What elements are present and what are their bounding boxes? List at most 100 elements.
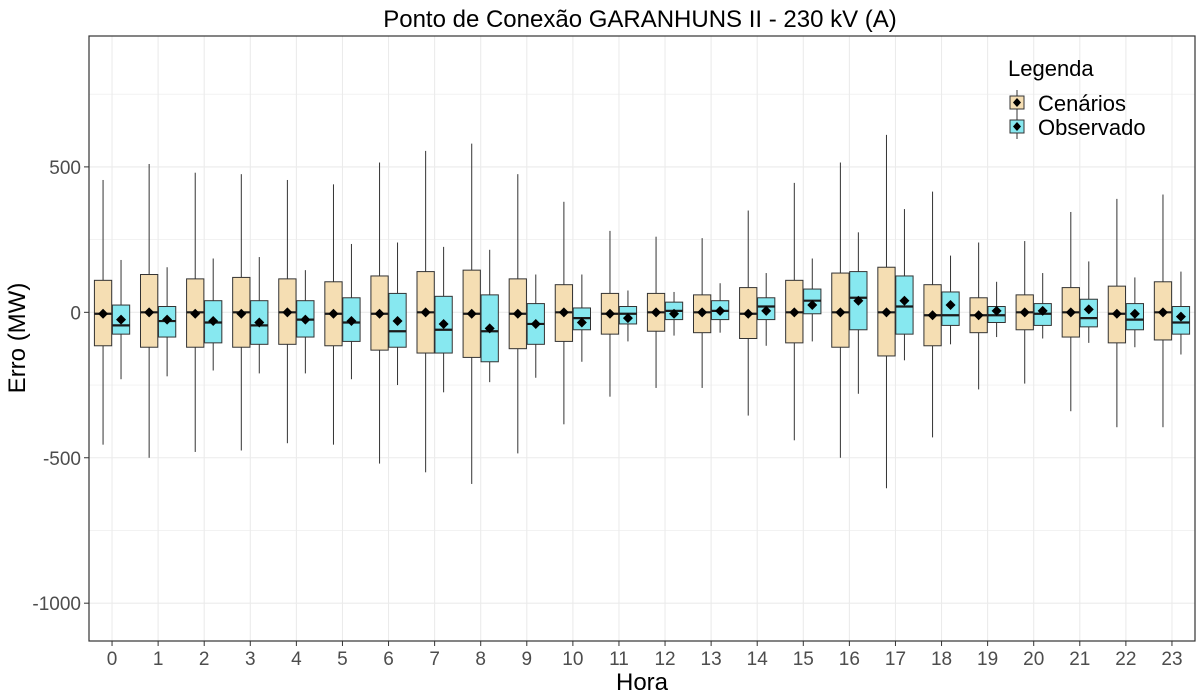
mean-marker: [282, 307, 293, 318]
panel-border: [88, 35, 1196, 642]
mean-marker: [622, 313, 633, 324]
mean-marker: [420, 307, 431, 318]
legend-mean-marker: [1013, 122, 1021, 131]
box-observado-hour-4: [296, 270, 315, 374]
mean-marker: [1175, 311, 1186, 322]
x-tick-label: 0: [107, 649, 118, 670]
mean-marker: [346, 316, 357, 327]
mean-marker: [604, 308, 615, 319]
x-tick-label: 5: [337, 649, 348, 670]
y-tick-label: 0: [70, 303, 81, 324]
box-layer: [93, 134, 1191, 489]
mean-marker: [945, 300, 956, 311]
legend-key-observado: [1009, 114, 1025, 139]
mean-marker: [1111, 308, 1122, 319]
x-tick-label: 16: [839, 649, 860, 670]
box-cenarios-hour-21: [1061, 211, 1080, 412]
box-observado-hour-8: [480, 249, 499, 383]
mean-marker: [208, 316, 219, 327]
box-cenarios-hour-17: [877, 134, 896, 489]
y-axis-title: Erro (MW): [4, 283, 31, 394]
legend-mean-marker: [1013, 98, 1021, 107]
mean-marker: [715, 305, 726, 316]
box-cenarios-hour-16: [831, 162, 850, 458]
legend-title: Legenda: [1008, 56, 1094, 81]
mean-marker: [328, 308, 339, 319]
chart-title: Ponto de Conexão GARANHUNS II - 230 kV (…: [383, 6, 897, 33]
box-observado-hour-2: [204, 258, 223, 371]
box-observado-hour-21: [1079, 261, 1098, 343]
box-observado-hour-0: [111, 259, 131, 380]
box-observado-hour-13: [710, 283, 730, 333]
box-cenarios-hour-22: [1107, 198, 1127, 428]
x-tick-label: 4: [291, 649, 302, 670]
box-observado-hour-17: [895, 209, 914, 361]
box-cenarios-hour-19: [969, 242, 988, 390]
box-cenarios-hour-18: [923, 191, 942, 438]
x-tick-label: 7: [429, 649, 440, 670]
mean-marker: [1019, 307, 1030, 318]
mean-marker: [743, 308, 754, 319]
x-tick-label: 6: [383, 649, 394, 670]
box-cenarios-hour-5: [324, 184, 343, 445]
mean-marker: [1157, 307, 1168, 318]
box-cenarios-hour-20: [1015, 241, 1034, 384]
box-observado-hour-14: [757, 273, 776, 346]
mean-marker: [374, 308, 385, 319]
box-cenarios-hour-1: [139, 163, 159, 458]
box-observado-hour-19: [987, 281, 1006, 338]
y-tick-label: 500: [49, 158, 81, 179]
mean-marker: [98, 308, 109, 319]
mean-marker: [438, 318, 449, 329]
box-cenarios-hour-2: [186, 172, 205, 452]
box-observado-hour-18: [941, 255, 960, 345]
box-observado-hour-11: [618, 290, 638, 342]
legend-label-cenarios: Cenários: [1038, 91, 1126, 116]
mean-marker: [807, 300, 818, 311]
mean-marker: [789, 307, 800, 318]
box-cenarios-hour-3: [232, 174, 251, 451]
mean-marker: [1065, 307, 1076, 318]
x-tick-label: 15: [793, 649, 814, 670]
mean-marker: [236, 308, 247, 319]
x-axis-title: Hora: [616, 669, 669, 696]
x-tick-label: 2: [199, 649, 210, 670]
mean-marker: [558, 307, 569, 318]
box-cenarios-hour-12: [646, 236, 666, 388]
box-cenarios-hour-8: [462, 143, 481, 484]
x-tick-label: 13: [701, 649, 722, 670]
mean-marker: [881, 307, 892, 318]
x-tick-label: 14: [747, 649, 769, 670]
mean-marker: [466, 308, 477, 319]
legend-label-observado: Observado: [1038, 115, 1146, 140]
x-tick-label: 20: [1023, 649, 1044, 670]
legend: Legenda Cenários Observado: [1008, 56, 1146, 140]
box-cenarios-hour-15: [785, 182, 804, 441]
mean-marker: [835, 307, 846, 318]
mean-marker: [651, 307, 662, 318]
legend-key-cenarios: [1009, 90, 1025, 115]
y-tick-label: -500: [43, 449, 81, 470]
mean-marker: [144, 307, 155, 318]
mean-marker: [853, 295, 864, 306]
box-cenarios-hour-4: [278, 179, 297, 444]
x-tick-label: 8: [475, 649, 486, 670]
box-observado-hour-9: [526, 274, 545, 378]
box-cenarios-hour-9: [508, 174, 527, 454]
box-cenarios-hour-6: [370, 162, 389, 464]
y-tick-label: -1000: [32, 594, 81, 615]
box-observado-hour-10: [572, 274, 592, 362]
mean-marker: [697, 307, 708, 318]
mean-marker: [190, 308, 201, 319]
box-observado-hour-3: [250, 257, 269, 374]
x-tick-label: 10: [562, 649, 583, 670]
mean-marker: [761, 305, 772, 316]
x-tick-label: 11: [609, 649, 629, 670]
box-cenarios-hour-10: [554, 201, 574, 425]
mean-marker: [576, 317, 587, 328]
mean-marker: [899, 295, 910, 306]
mean-marker: [162, 314, 173, 325]
box-observado-hour-12: [664, 291, 684, 336]
